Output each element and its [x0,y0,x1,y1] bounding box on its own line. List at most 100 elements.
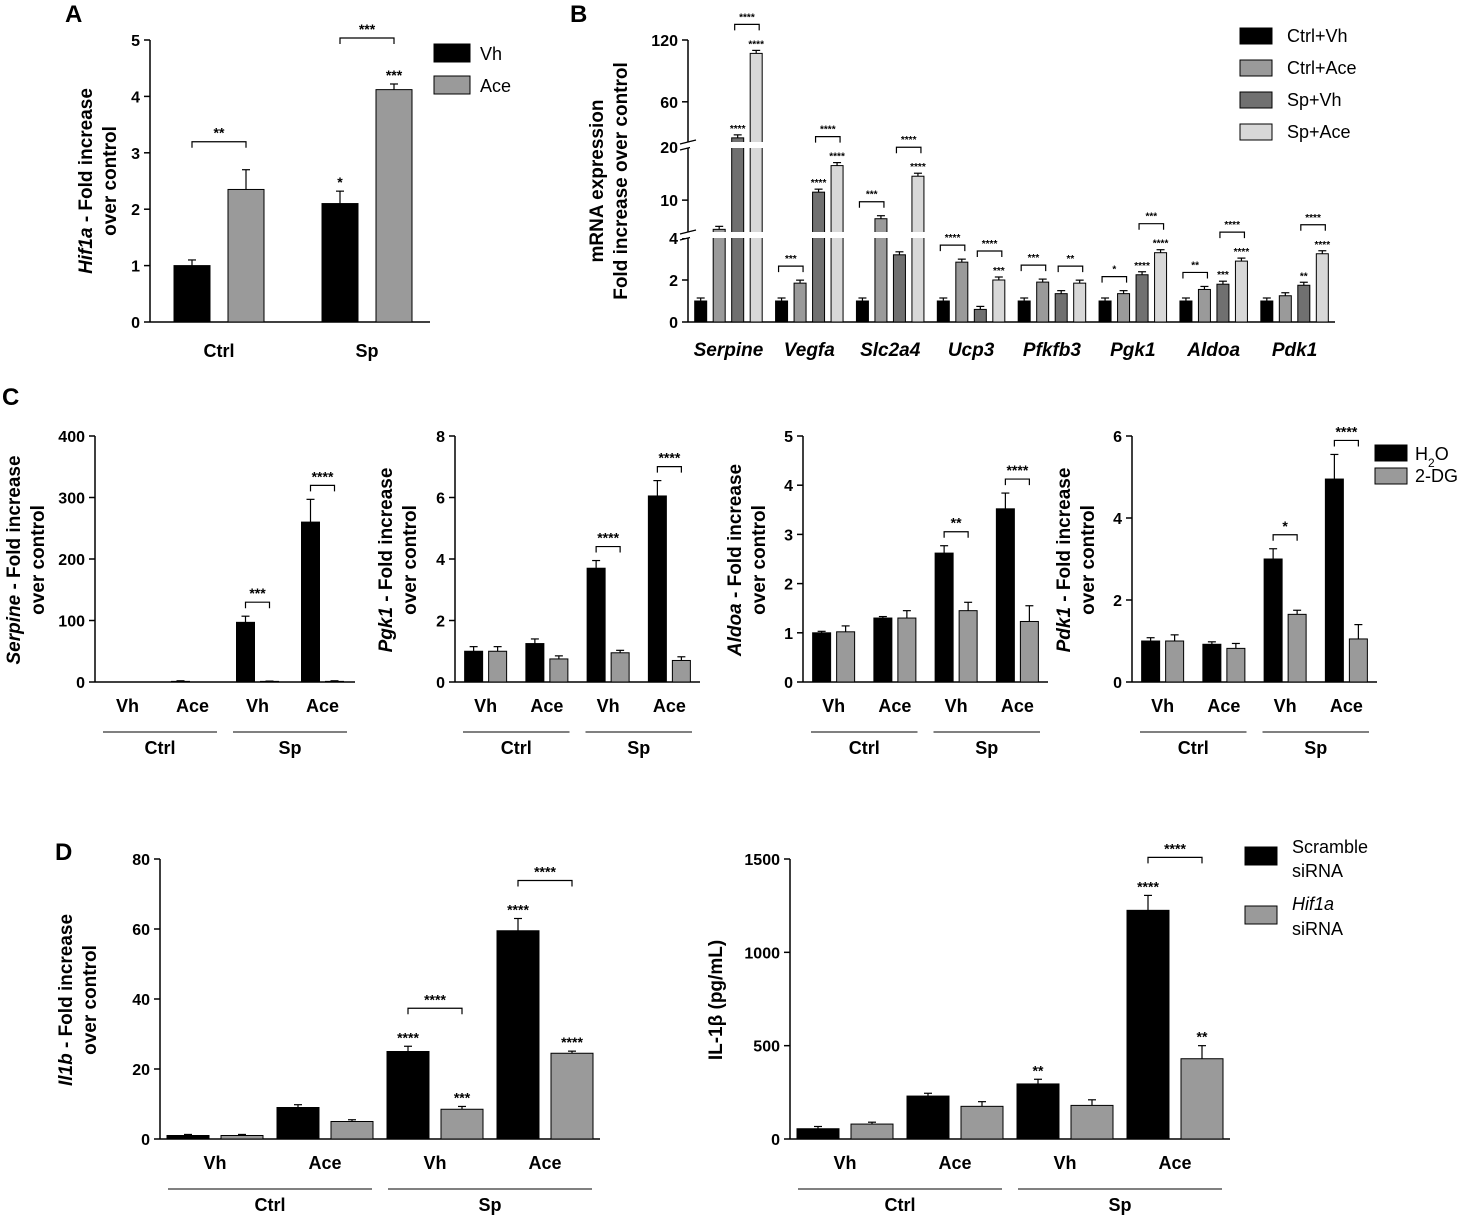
A-ylabel-line2: over control [100,126,121,236]
B-xtick-label: Slc2a4 [860,340,921,361]
B-axis-break-mark [679,139,697,145]
D2-ylabel: IL-1β (pg/mL) [706,940,727,1060]
C4-ytick-label: 6 [1113,429,1122,446]
D2-star-2-0: ** [1033,1062,1044,1078]
C3-ytick-label: 4 [784,478,793,495]
C1-xtick-label: Ace [306,696,339,716]
B-comparison-2-bracket [814,135,841,143]
C1-comparison-1-bracket [309,484,336,492]
C3-ylabel-rest: - Fold increase [725,464,746,603]
A-bar-Ace-Ctrl [227,188,265,323]
D2-star-3-1: ** [1197,1029,1208,1045]
D1-comparison-0-bracket [407,1007,463,1015]
A-ytick-label: 2 [131,202,140,219]
A-ytick-label: 5 [131,33,140,50]
D1-bar-Hif1a-siRNA-0 [220,1135,264,1140]
C1-ytick-label: 100 [58,614,85,631]
C4-comparison-1-bracket [1333,439,1359,447]
B-star-5-2: **** [1134,261,1150,272]
B-ytick-label: 20 [660,140,678,157]
C1-ytick-label: 0 [76,675,85,692]
C2-ylabel-line2: over control [400,505,421,615]
D1-star-3-0: **** [507,902,529,918]
C3-comparison-1-bracket [1004,478,1030,486]
C3-bar-2-DG-1 [897,617,917,683]
B-bar-break [690,142,1337,148]
D1-ylabel-gene: Il1b [56,1053,77,1086]
D1-bar-Scramble-siRNA-1 [276,1107,320,1140]
C2-xtick-label: Ace [530,696,563,716]
A-ytick-label: 1 [131,259,140,276]
C1-bar-H2O-2 [236,621,255,683]
C4-ytick-label: 0 [1113,675,1122,692]
D-panel-label: D [55,839,72,866]
B-comparison-5-label: **** [945,233,961,244]
C4-bar-H2O-1 [1202,643,1222,683]
C4-bar-H2O-0 [1141,640,1161,683]
C3-comparison-0-label: ** [951,515,962,531]
D1-group-label: Sp [478,1195,501,1215]
A-xtick-label: Sp [355,341,378,361]
C4-group-label: Ctrl [1178,738,1209,758]
B-comparison-7-bracket [1020,264,1047,272]
D1-star-3-1: **** [561,1034,583,1050]
B-axis-break-gap [678,142,698,148]
C-legend-h2o-sub: 2 [1428,456,1435,470]
B-xtick-label: Aldoa [1186,340,1240,361]
B-bar-Ctrl-Ace-Pdk1 [1278,295,1292,323]
B-comparison-4-label: **** [901,135,917,146]
D2-star-3-0: **** [1137,878,1159,894]
C4-xtick-label: Vh [1274,696,1297,716]
B-comparison-0-label: **** [739,12,755,23]
B-bar-Ctrl-Ace-Pfkfb3 [1036,281,1050,323]
B-comparison-6-label: **** [982,239,998,250]
C4-comparison-0-label: * [1282,518,1288,534]
C1-comparison-0-bracket [244,601,271,609]
B-bar-Ctrl-Ace-Serpine [712,228,726,323]
B-ytick-label: 0 [669,315,678,332]
B-xtick-label: Pfkfb3 [1023,340,1082,361]
B-comparison-12-label: **** [1224,220,1240,231]
C4-ylabel-line1: Pdk1 - Fold increase [1054,468,1075,653]
D1-star-2-0: **** [397,1029,419,1045]
B-bar-Ctrl-Vh-Ucp3 [936,300,950,323]
D2-comparison-0-label: **** [1164,840,1186,856]
C1-comparison-1-label: **** [312,468,334,484]
B-ylabel-line1: mRNA expression [587,100,608,263]
C4-comparison-1-label: **** [1335,423,1357,439]
C1-bar-H2O-1 [171,680,190,683]
C2-comparison-1-bracket [656,465,682,473]
B-bar-Sp-Vh-Aldoa [1216,283,1230,323]
B-star-1-3: **** [829,152,845,163]
B-bar-Ctrl-Vh-Pfkfb3 [1017,300,1031,323]
C3-xtick-label: Vh [945,696,968,716]
D1-xtick-label: Vh [423,1153,446,1173]
B-legend-label-2: Sp+Vh [1287,90,1342,110]
D1-xtick-label: Ace [308,1153,341,1173]
D2-bar-Hif1a-siRNA-1 [960,1105,1004,1140]
B-bar-Sp-Ace-Slc2a4 [911,175,925,323]
D2-ytick-label: 0 [771,1132,780,1149]
B-legend-label-1: Ctrl+Ace [1287,58,1357,78]
D1-comparison-1-label: **** [534,864,556,880]
C1-ylabel-rest: - Fold increase [4,455,25,594]
D1-ytick-label: 20 [132,1062,150,1079]
D1-ylabel-line1: Il1b - Fold increase [56,914,77,1086]
B-bar-Sp-Vh-Serpine [731,137,745,323]
B-bar-Sp-Ace-Pgk1 [1154,252,1168,323]
C1-ylabel-gene: Serpine [4,594,25,664]
C3-bar-H2O-2 [934,552,954,683]
B-xtick-label: Pdk1 [1272,340,1317,361]
B-bar-Sp-Vh-Pdk1 [1297,284,1311,323]
D2-bar-Hif1a-siRNA-0 [850,1123,894,1140]
B-bar-Ctrl-Ace-Pgk1 [1117,293,1131,323]
D-legend-swatch-hif [1244,905,1278,925]
C1-xtick-label: Vh [116,696,139,716]
B-comparison-8-bracket [1057,265,1084,273]
C1-ytick-label: 400 [58,429,85,446]
C4-xtick-label: Vh [1151,696,1174,716]
D1-xtick-label: Vh [203,1153,226,1173]
B-comparison-13-label: **** [1305,213,1321,224]
B-panel-label: B [570,1,587,28]
